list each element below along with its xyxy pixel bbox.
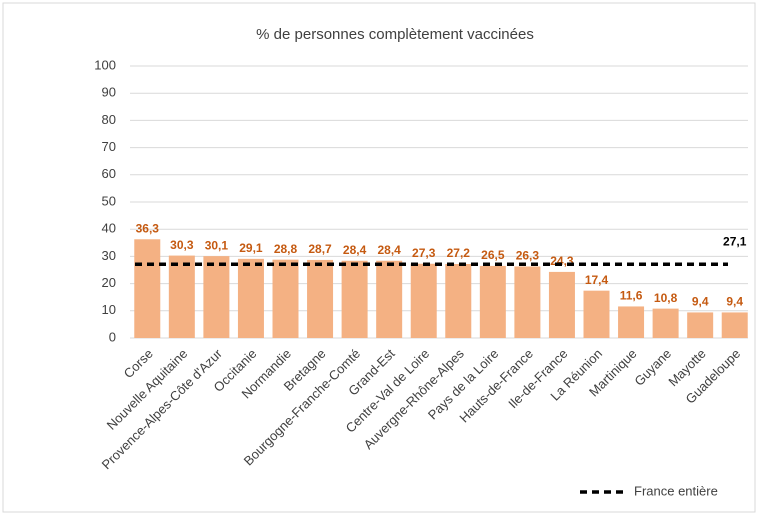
data-label: 36,3	[136, 221, 160, 235]
data-label: 29,1	[239, 241, 263, 255]
data-label: 26,5	[481, 248, 505, 262]
bar	[307, 259, 334, 338]
data-label: 27,3	[412, 246, 436, 260]
data-label: 9,4	[726, 295, 743, 309]
data-label: 28,4	[377, 243, 401, 257]
data-label: 28,8	[274, 242, 298, 256]
bar	[687, 312, 714, 338]
data-label: 28,4	[343, 243, 367, 257]
data-label: 11,6	[620, 289, 643, 303]
bar	[514, 266, 541, 338]
legend-label: France entière	[634, 483, 718, 498]
bar	[272, 259, 299, 338]
bar	[134, 239, 161, 338]
bar	[237, 258, 264, 338]
y-tick-label: 50	[102, 193, 116, 208]
data-label: 17,4	[585, 273, 609, 287]
y-tick-label: 40	[102, 221, 116, 236]
data-label: 30,3	[170, 238, 194, 252]
y-tick-label: 10	[102, 302, 116, 317]
data-label: 9,4	[692, 295, 709, 309]
chart-frame	[2, 2, 756, 513]
data-label: 27,2	[447, 246, 471, 260]
data-label: 28,7	[308, 242, 332, 256]
bar	[583, 290, 610, 338]
reference-label: 27,1	[723, 234, 747, 248]
bar	[618, 306, 645, 338]
bar	[479, 265, 506, 338]
data-label: 10,8	[654, 291, 678, 305]
bar	[341, 260, 368, 338]
data-label: 30,1	[205, 238, 229, 252]
y-tick-label: 100	[94, 57, 116, 72]
bar	[410, 263, 437, 338]
bar	[652, 308, 679, 338]
y-tick-label: 90	[102, 85, 116, 100]
y-tick-label: 0	[109, 329, 116, 344]
bar	[168, 255, 195, 338]
bar	[445, 264, 472, 338]
bar	[548, 271, 575, 338]
y-tick-label: 80	[102, 112, 116, 127]
y-tick-label: 30	[102, 248, 116, 263]
data-label: 26,3	[516, 249, 540, 263]
y-tick-label: 60	[102, 166, 116, 181]
bar	[376, 260, 403, 338]
y-tick-label: 70	[102, 139, 116, 154]
bar	[203, 256, 230, 338]
y-tick-label: 20	[102, 275, 116, 290]
chart-title: % de personnes complètement vaccinées	[256, 26, 534, 43]
bar	[721, 312, 748, 338]
